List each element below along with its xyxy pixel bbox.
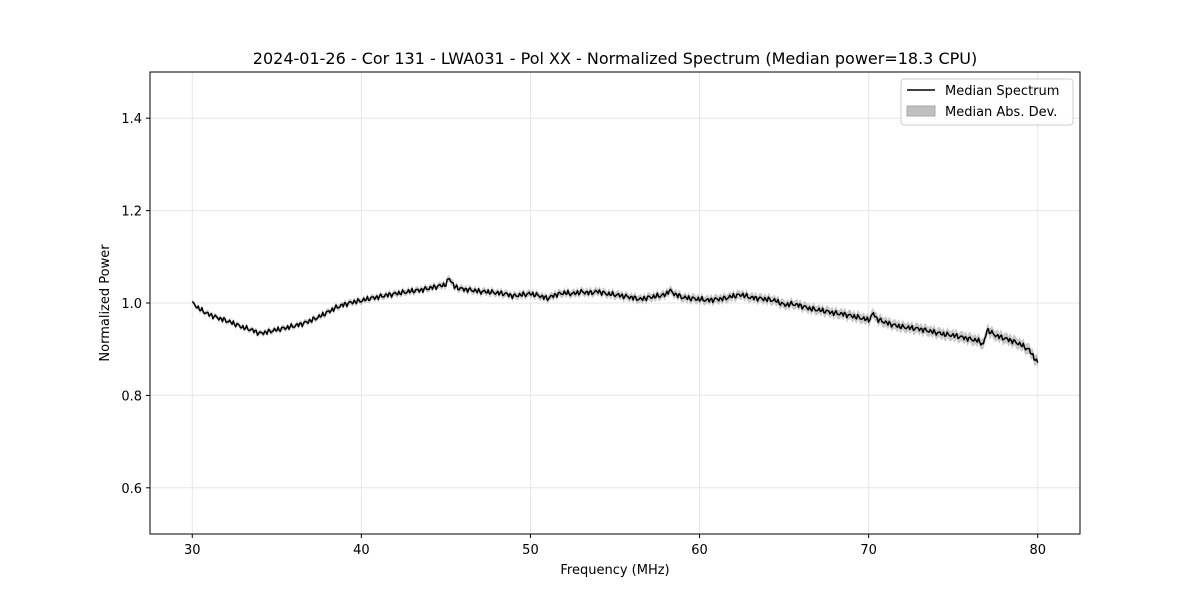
legend-median-spectrum: Median Spectrum xyxy=(945,84,1059,99)
x-tick-label: 70 xyxy=(860,543,877,558)
y-axis-label: Normalized Power xyxy=(98,244,113,362)
y-tick-label: 0.6 xyxy=(121,482,142,497)
x-axis-ticks: 30 40 50 60 70 80 xyxy=(184,534,1046,558)
y-axis-ticks: 0.6 0.8 1.0 1.2 1.4 xyxy=(121,112,150,497)
y-tick-label: 1.4 xyxy=(121,112,142,127)
x-tick-label: 50 xyxy=(522,543,539,558)
x-tick-label: 30 xyxy=(184,543,201,558)
y-tick-label: 1.2 xyxy=(121,205,142,220)
median-spectrum-line xyxy=(191,278,1039,363)
chart-title: 2024-01-26 - Cor 131 - LWA031 - Pol XX -… xyxy=(253,49,977,68)
x-tick-label: 60 xyxy=(691,543,708,558)
x-tick-label: 40 xyxy=(353,543,370,558)
x-axis-label: Frequency (MHz) xyxy=(560,563,669,578)
legend: Median Spectrum Median Abs. Dev. xyxy=(900,78,1074,126)
x-tick-label: 80 xyxy=(1029,543,1046,558)
legend-box xyxy=(900,78,1074,126)
legend-median-abs-dev: Median Abs. Dev. xyxy=(945,105,1057,120)
y-tick-label: 0.8 xyxy=(121,389,142,404)
legend-band-swatch xyxy=(906,105,936,117)
median-line-layer xyxy=(191,278,1039,363)
y-tick-label: 1.0 xyxy=(121,297,142,312)
